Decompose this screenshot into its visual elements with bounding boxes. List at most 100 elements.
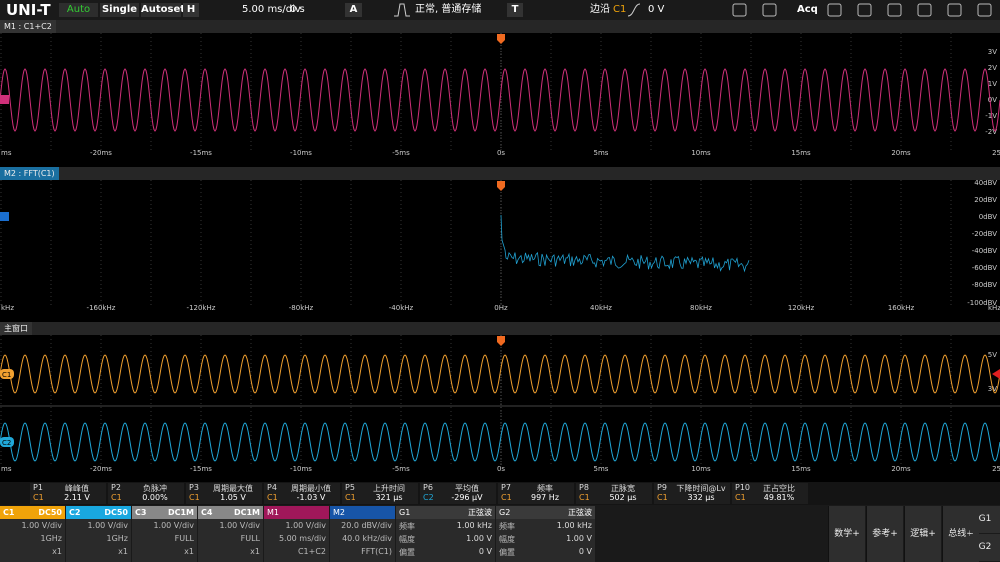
toolbar-icon xyxy=(857,3,872,17)
measure-name: 频率 xyxy=(537,484,553,493)
measure-item xyxy=(576,483,652,504)
x-label: 25 xyxy=(992,465,1000,473)
x-label: 0s xyxy=(497,465,505,473)
autoset-button[interactable]: Autoset xyxy=(141,3,186,17)
window-title[interactable]: M2 : FFT(C1) xyxy=(0,167,59,180)
h-label[interactable]: H xyxy=(183,3,199,17)
gen-wave: 正弦波 xyxy=(568,508,592,517)
math-header xyxy=(264,506,329,519)
x-label: -10ms xyxy=(290,465,312,473)
measure-item xyxy=(498,483,574,504)
math-name: M2 xyxy=(333,508,345,517)
math-row: 1.00 V/div xyxy=(285,521,326,530)
channel-box-header xyxy=(0,506,65,519)
trigger-marker xyxy=(497,181,505,191)
y-label: -40dBV xyxy=(972,247,997,255)
channel-box-name: C3 xyxy=(135,508,147,517)
channel-box-name: C4 xyxy=(201,508,213,517)
gen-value: 1.00 kHz xyxy=(456,521,492,530)
gen-param: 偏置 xyxy=(499,548,515,557)
math-header xyxy=(330,506,395,519)
acq-button[interactable]: Acq xyxy=(797,4,818,15)
channel-box-header xyxy=(132,506,197,519)
channel-box-row: FULL xyxy=(240,534,260,543)
c1-marker xyxy=(0,369,14,379)
window-title[interactable]: 主窗口 xyxy=(0,322,32,335)
measure-value: 997 Hz xyxy=(530,493,560,502)
measure-name: 峰峰值 xyxy=(65,484,89,493)
y-label: 20dBV xyxy=(974,196,997,204)
x-label: -5ms xyxy=(392,149,410,157)
measure-source: C2 xyxy=(423,493,434,502)
window-title[interactable]: M1 : C1+C2 xyxy=(0,20,56,33)
fft-trace xyxy=(500,214,750,273)
measure-source: C1 xyxy=(189,493,200,502)
measure-name: 正占空比 xyxy=(763,484,795,493)
t-label[interactable]: T xyxy=(507,3,523,17)
y-label: 3V xyxy=(988,48,997,56)
channel-box-row: x1 xyxy=(118,547,128,556)
x-label: kHz xyxy=(1,304,14,312)
menu-button[interactable]: 数学+ xyxy=(828,506,865,562)
measure-value: -296 µV xyxy=(451,493,483,502)
channel-box-row: x1 xyxy=(250,547,260,556)
gen-value: 1.00 V xyxy=(466,534,492,543)
menu-button[interactable]: 参考+ xyxy=(866,506,903,562)
trigger-marker xyxy=(497,34,505,44)
channel-box-row: 1.00 V/div xyxy=(87,521,128,530)
x-label: -160kHz xyxy=(87,304,116,312)
trigger-marker xyxy=(497,336,505,346)
measure-id: P7 xyxy=(501,483,511,492)
m1-marker xyxy=(0,95,9,104)
menu-button[interactable]: 逻辑+ xyxy=(904,506,941,562)
channel-box-mode: DC50 xyxy=(104,508,128,517)
gen-name: G2 xyxy=(499,508,511,517)
measure-id: P9 xyxy=(657,483,667,492)
channel-box-row: 1GHz xyxy=(106,534,128,543)
x-label: 160kHz xyxy=(888,304,915,312)
x-label: -120kHz xyxy=(187,304,216,312)
gen-param: 偏置 xyxy=(399,548,415,557)
measure-name: 周期最小值 xyxy=(291,484,331,493)
y-label: -1V xyxy=(985,112,997,120)
window-header xyxy=(0,167,1000,180)
x-label: 80kHz xyxy=(690,304,712,312)
channel-box-mode: DC1M xyxy=(167,508,194,517)
window-header xyxy=(0,20,1000,33)
measure-source: C1 xyxy=(111,493,122,502)
x-label: 5ms xyxy=(594,465,609,473)
y-label: 0dBV xyxy=(979,213,997,221)
measure-name: 平均值 xyxy=(455,484,479,493)
channel-box-header xyxy=(198,506,263,519)
channel-box-row: x1 xyxy=(52,547,62,556)
x-label: -15ms xyxy=(190,149,212,157)
measure-name: 周期最大值 xyxy=(213,484,253,493)
y-label: 5V xyxy=(988,351,997,359)
x-label: 15ms xyxy=(791,465,811,473)
x-label: kHz xyxy=(988,304,1000,312)
a-label[interactable]: A xyxy=(345,3,362,17)
math-row: 20.0 dBV/div xyxy=(341,521,392,530)
run-mode[interactable]: Auto xyxy=(59,3,98,17)
x-label: -80kHz xyxy=(289,304,314,312)
measure-item xyxy=(342,483,418,504)
gen-tab[interactable]: G2 xyxy=(970,534,1000,561)
measure-item xyxy=(108,483,184,504)
channel-box-name: C2 xyxy=(69,508,81,517)
measure-id: P2 xyxy=(111,483,121,492)
x-label: 20ms xyxy=(891,149,911,157)
logo: UNI-T xyxy=(6,1,51,19)
math-row: C1+C2 xyxy=(297,547,326,556)
channel-box-mode: DC1M xyxy=(233,508,260,517)
c1-trace xyxy=(0,354,1000,394)
single-button[interactable]: Single xyxy=(100,3,139,17)
x-label: -15ms xyxy=(190,465,212,473)
measure-value: 49.81% xyxy=(763,493,795,502)
y-label: 40dBV xyxy=(974,179,997,187)
x-label: 25 xyxy=(992,149,1000,157)
measure-id: P8 xyxy=(579,483,589,492)
x-label: -20ms xyxy=(90,149,112,157)
y-label: 2V xyxy=(988,64,997,72)
gen-tab[interactable]: G1 xyxy=(970,506,1000,533)
